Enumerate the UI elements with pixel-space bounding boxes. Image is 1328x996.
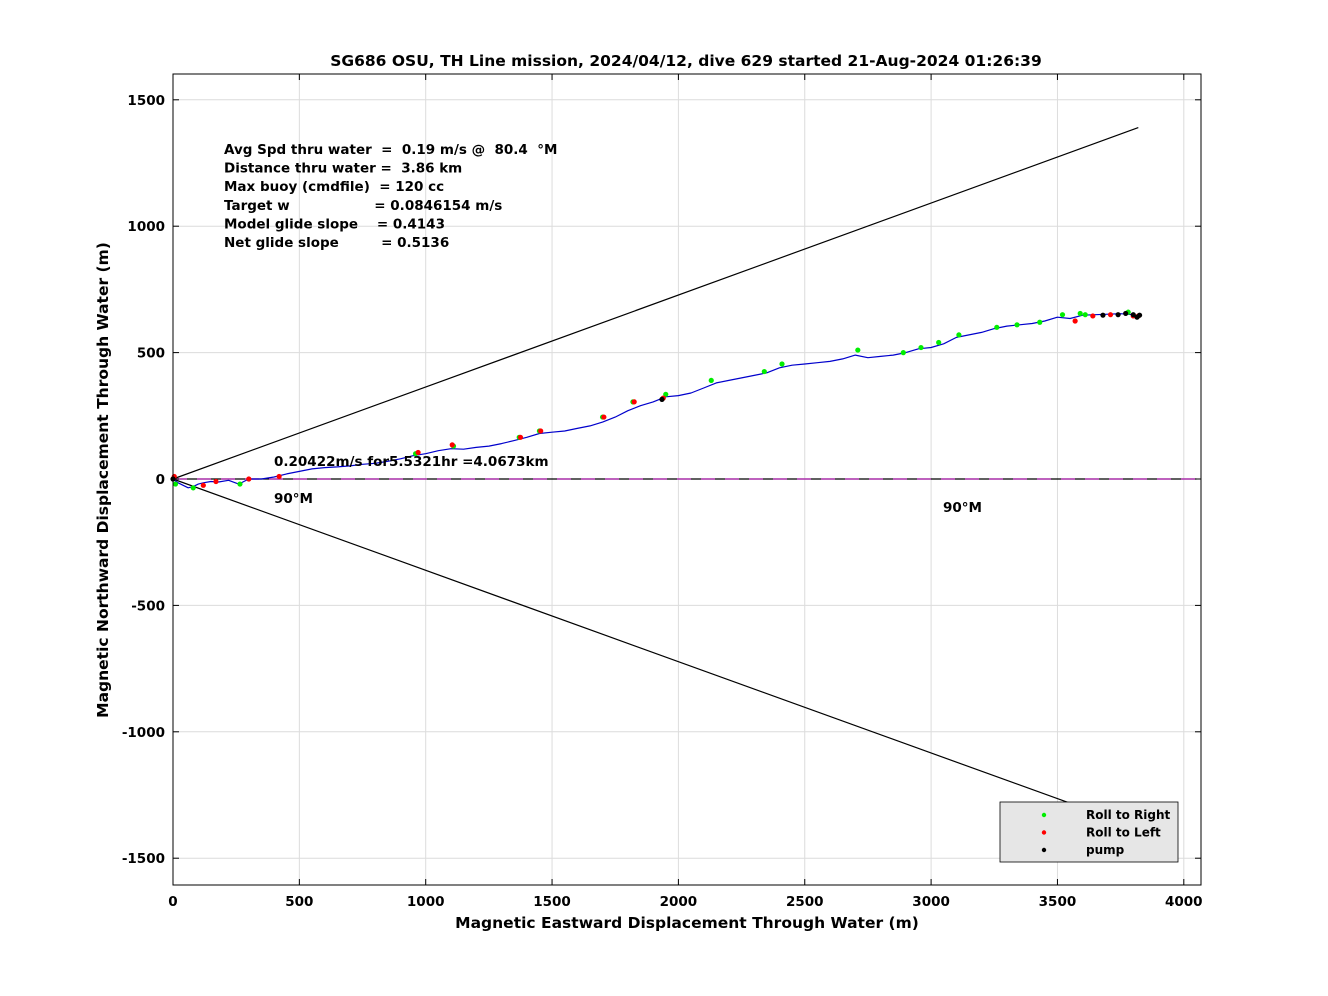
axis-ticks: 0 500 1000 1500 2000 2500 3000 3500 4000 -1500 -10… — [122, 74, 1203, 910]
roll-left-marker — [200, 482, 206, 488]
pump-marker — [1100, 312, 1106, 318]
pump-marker — [1130, 312, 1136, 318]
roll-left-marker — [415, 449, 421, 456]
track-group — [172, 313, 1139, 489]
roll-right-marker — [994, 324, 1000, 330]
marker-group — [170, 309, 1143, 491]
roll-left-marker — [1090, 313, 1096, 319]
roll-right-marker — [1014, 322, 1020, 328]
y-tick-label: -1500 — [122, 851, 165, 867]
roll-right-marker — [237, 481, 243, 487]
roll-left-marker — [517, 434, 524, 440]
roll-left-marker — [449, 442, 455, 448]
y-tick-label: -1000 — [122, 725, 165, 741]
legend: Roll to Right Roll to Left pump — [999, 801, 1179, 863]
y-tick-label: 500 — [137, 346, 165, 362]
roll-left-marker — [246, 476, 252, 482]
roll-right-marker — [708, 377, 714, 384]
stats-line: Avg Spd thru water = 0.19 m/s @ 80.4 °M — [224, 142, 557, 158]
roll-left-marker — [276, 473, 282, 480]
roll-right-marker — [190, 485, 196, 491]
roll-right-marker — [779, 361, 785, 367]
x-tick-label: 3000 — [912, 894, 950, 910]
y-tick-label: 0 — [156, 472, 165, 488]
stats-line: Max buoy (cmdfile) = 120 cc — [224, 179, 444, 195]
legend-swatch — [1041, 812, 1047, 818]
roll-right-marker — [1077, 310, 1083, 317]
x-tick-label: 500 — [285, 894, 313, 910]
roll-right-marker — [761, 368, 767, 375]
reference-line — [172, 478, 1139, 829]
x-tick-label: 2500 — [786, 894, 824, 910]
roll-right-marker — [936, 339, 942, 346]
pump-marker — [1115, 312, 1121, 318]
roll-right-marker — [1037, 319, 1043, 325]
stats-line: Target w = 0.0846154 m/s — [224, 198, 502, 214]
roll-right-marker — [1082, 312, 1088, 318]
pump-marker — [659, 396, 665, 402]
x-tick-label: 4000 — [1165, 894, 1203, 910]
y-tick-label: 1000 — [127, 219, 165, 235]
pump-marker — [1123, 310, 1129, 317]
speed-note: 0.20422m/s for5.5321hr =4.0673km — [274, 454, 549, 470]
heading-label-left: 90°M — [274, 491, 313, 507]
roll-left-marker — [1107, 312, 1114, 318]
roll-right-marker — [1059, 312, 1066, 318]
roll-right-marker — [956, 332, 962, 338]
roll-left-marker — [213, 478, 219, 485]
roll-right-marker — [900, 350, 906, 356]
roll-right-marker — [172, 481, 179, 487]
x-tick-label: 3500 — [1039, 894, 1077, 910]
y-tick-label: -500 — [131, 598, 165, 614]
y-axis-label: Magnetic Northward Displacement Through … — [94, 242, 112, 718]
x-tick-label: 2000 — [660, 894, 698, 910]
track-line — [172, 313, 1139, 489]
x-tick-label: 0 — [168, 894, 177, 910]
pump-marker — [1136, 312, 1143, 318]
y-tick-label: 1500 — [127, 93, 165, 109]
roll-left-marker — [538, 428, 544, 434]
roll-left-marker — [1072, 318, 1078, 324]
stats-line: Net glide slope = 0.5136 — [224, 235, 449, 251]
legend-label: pump — [1086, 843, 1125, 857]
x-tick-label: 1500 — [533, 894, 571, 910]
heading-label-right: 90°M — [943, 500, 982, 516]
x-axis-label: Magnetic Eastward Displacement Through W… — [455, 914, 919, 932]
roll-left-marker — [601, 414, 607, 420]
reference-lines — [172, 127, 1197, 829]
legend-box — [999, 801, 1179, 863]
roll-right-marker — [855, 347, 861, 353]
legend-swatch — [1041, 830, 1047, 835]
stats-line: Distance thru water = 3.86 km — [224, 161, 462, 177]
stats-text-block: Avg Spd thru water = 0.19 m/s @ 80.4 °M D… — [224, 142, 557, 251]
legend-label: Roll to Left — [1086, 826, 1161, 840]
legend-label: Roll to Right — [1086, 808, 1171, 822]
reference-line — [172, 127, 1139, 480]
roll-left-marker — [631, 399, 637, 405]
stats-line: Model glide slope = 0.4143 — [224, 216, 445, 232]
roll-right-marker — [918, 344, 924, 351]
roll-right-marker — [663, 391, 669, 397]
x-tick-label: 1000 — [407, 894, 445, 910]
legend-swatch — [1041, 847, 1047, 853]
chart-title: SG686 OSU, TH Line mission, 2024/04/12, … — [330, 52, 1042, 70]
